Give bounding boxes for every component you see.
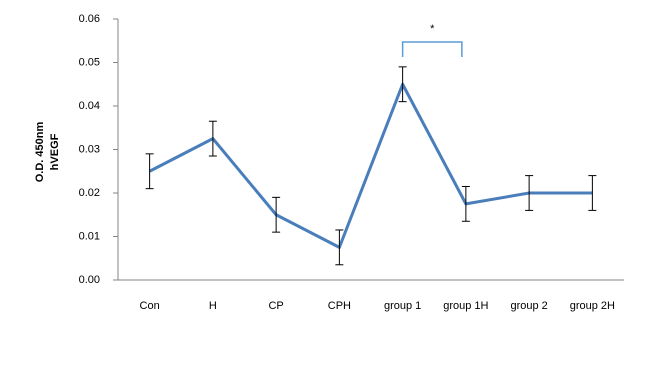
y-axis-label: hVEGF <box>49 133 61 170</box>
x-tick-label: CPH <box>328 300 351 312</box>
x-tick-label: group 2 <box>510 300 547 312</box>
data-line <box>148 82 593 249</box>
x-tick-label: CP <box>268 300 283 312</box>
error-bar <box>588 175 597 211</box>
annotation: * <box>430 23 435 35</box>
x-tick-label: group 1H <box>443 300 488 312</box>
error-bar <box>525 175 534 211</box>
error-bar <box>208 120 217 157</box>
x-tick-label: group 1 <box>384 300 421 312</box>
x-tick-label: H <box>209 300 217 312</box>
y-tick-label: 0.02 <box>79 187 100 199</box>
error-bar <box>272 196 281 233</box>
error-bar <box>398 66 407 103</box>
y-tick-label: 0.01 <box>79 230 100 242</box>
y-tick-label: 0.05 <box>79 56 100 68</box>
y-tick-label: 0.04 <box>79 100 100 112</box>
y-tick-label: 0.03 <box>79 143 100 155</box>
significance-bracket <box>401 41 463 57</box>
error-bar <box>335 229 344 266</box>
error-bar <box>461 185 470 222</box>
error-bar <box>145 153 154 190</box>
y-tick-label: 0.00 <box>79 274 100 286</box>
x-tick-label: Con <box>140 300 160 312</box>
y-tick-label: 0.06 <box>79 13 100 25</box>
x-tick-label: group 2H <box>570 300 615 312</box>
y-axis-label: O.D. 450nm <box>34 122 46 183</box>
